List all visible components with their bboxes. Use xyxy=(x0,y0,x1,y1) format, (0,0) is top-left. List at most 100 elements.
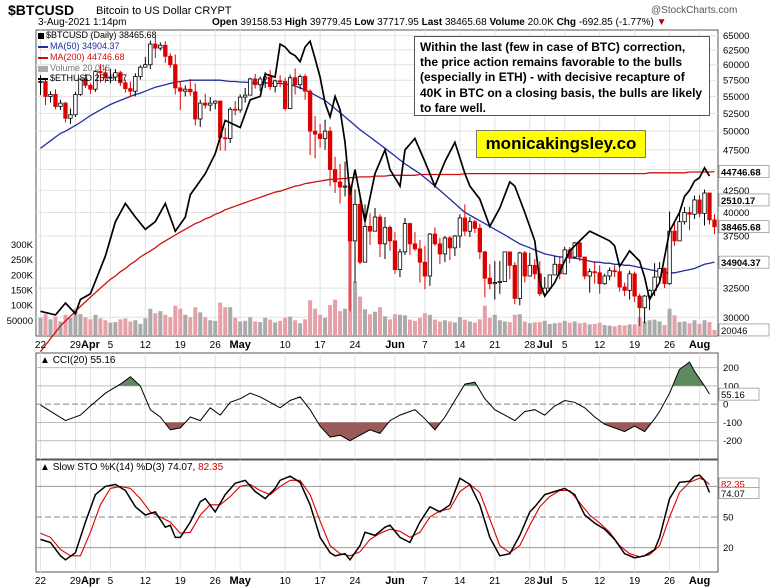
brand-box: monicakingsley.co xyxy=(476,130,646,158)
cci-panel xyxy=(35,352,719,460)
candle-body xyxy=(253,78,258,86)
candle-body xyxy=(377,216,383,245)
x-tick-label-bottom: 5 xyxy=(108,576,114,587)
cci-last-box xyxy=(718,387,760,401)
candle-body xyxy=(352,203,358,242)
ohlc-summary: Open 39158.53 High 39779.45 Low 37717.95… xyxy=(212,17,667,28)
volume-bar xyxy=(542,320,547,336)
sto-k-line xyxy=(40,474,711,562)
candle-body xyxy=(118,72,123,84)
candle-body xyxy=(337,181,343,188)
candle-body xyxy=(48,94,53,97)
candle-body xyxy=(492,282,497,285)
candle-body xyxy=(412,243,418,250)
legend-ethusd: $ETHUSD 2510.17 xyxy=(38,73,127,84)
candle-body xyxy=(682,212,687,223)
price-tick-label: 40000 xyxy=(723,208,749,219)
volume-bar xyxy=(682,321,687,336)
candle-body xyxy=(622,286,627,291)
cci-negative-fill xyxy=(602,422,652,432)
x-tick-label: 17 xyxy=(315,340,327,351)
legend-ma50: MA(50) 34904.37 xyxy=(38,41,120,52)
cci-line xyxy=(40,361,710,442)
candle-body xyxy=(327,130,333,170)
candle-body xyxy=(268,76,273,88)
candle-body xyxy=(477,227,482,253)
volume-bar xyxy=(472,322,477,336)
candle-body xyxy=(522,252,527,277)
volume-bar xyxy=(53,316,58,336)
volume-bar xyxy=(173,305,178,336)
volume-bar xyxy=(407,319,412,336)
candle-body xyxy=(707,192,712,221)
volume-bar xyxy=(502,321,507,336)
x-tick-label-bottom: 17 xyxy=(315,576,327,587)
candle-body xyxy=(113,72,118,78)
x-tick-label-bottom: 19 xyxy=(175,576,187,587)
volume-bar xyxy=(657,321,662,336)
cci-negative-fill xyxy=(317,422,389,441)
x-tick-label-bottom: 14 xyxy=(454,576,466,587)
volume-bar xyxy=(48,319,53,336)
tag-eth-box xyxy=(718,193,770,207)
candle-body xyxy=(552,263,557,276)
price-tick-label: 37500 xyxy=(723,231,749,242)
price-tick-label: 47500 xyxy=(723,145,749,156)
volume-bar xyxy=(557,322,562,336)
candle-body xyxy=(382,226,388,245)
candle-body xyxy=(248,78,253,96)
sto-tick-label: 50 xyxy=(723,513,734,524)
volume-bar xyxy=(218,302,223,336)
price-tags: 44746.68 2510.17 38465.68 34904.37 20046 xyxy=(718,165,770,337)
x-tick-label: 19 xyxy=(175,340,187,351)
x-tick-label: 22 xyxy=(35,340,47,351)
candle-body xyxy=(317,133,323,139)
x-tick-label: 21 xyxy=(489,340,501,351)
cci-last-label: 55.16 xyxy=(721,390,745,401)
x-tick-label: 29 xyxy=(70,340,82,351)
volume-bar xyxy=(672,315,677,336)
candle-body xyxy=(437,243,443,255)
volume-bar xyxy=(228,307,233,336)
volume-bars xyxy=(38,236,717,336)
volume-bar xyxy=(128,321,133,336)
volume-bar xyxy=(432,319,437,336)
candle-body xyxy=(88,84,93,90)
candle-body xyxy=(163,44,168,57)
x-tick-label: 19 xyxy=(629,340,641,351)
volume-bar xyxy=(712,329,717,336)
volume-bar xyxy=(143,318,148,336)
candle-body xyxy=(452,235,458,249)
legend-ma200: MA(200) 44746.68 xyxy=(38,52,125,63)
candle-body xyxy=(417,248,423,263)
volume-bar xyxy=(607,325,612,336)
volume-bar xyxy=(298,323,303,336)
volume-bar xyxy=(387,319,392,336)
sto-d-line xyxy=(40,477,710,558)
volume-tick-label: 200K xyxy=(11,270,34,281)
candle-body xyxy=(597,272,602,285)
volume-bar xyxy=(572,321,577,336)
volume-bar xyxy=(243,320,248,336)
volume-bar xyxy=(288,316,293,336)
candle-body xyxy=(392,240,398,270)
volume-bar xyxy=(532,322,537,336)
volume-bar xyxy=(63,314,68,336)
x-tick-label-bottom: 26 xyxy=(210,576,222,587)
candle-body xyxy=(372,216,378,232)
x-tick-label-bottom: 24 xyxy=(349,576,361,587)
x-tick-label: Jun xyxy=(385,339,405,351)
volume-bar xyxy=(343,308,348,336)
volume-bar xyxy=(253,321,258,336)
cci-positive-fill xyxy=(672,362,705,386)
cci-tick-label: -100 xyxy=(723,418,742,429)
candle-body xyxy=(128,88,133,92)
volume-bar xyxy=(457,317,462,336)
volume-bar xyxy=(363,309,368,336)
candle-body xyxy=(462,217,468,232)
volume-bar xyxy=(427,314,432,336)
volume-bar xyxy=(667,308,672,336)
candle-body xyxy=(38,81,43,83)
volume-bar xyxy=(567,322,572,336)
volume-bar xyxy=(537,322,542,336)
